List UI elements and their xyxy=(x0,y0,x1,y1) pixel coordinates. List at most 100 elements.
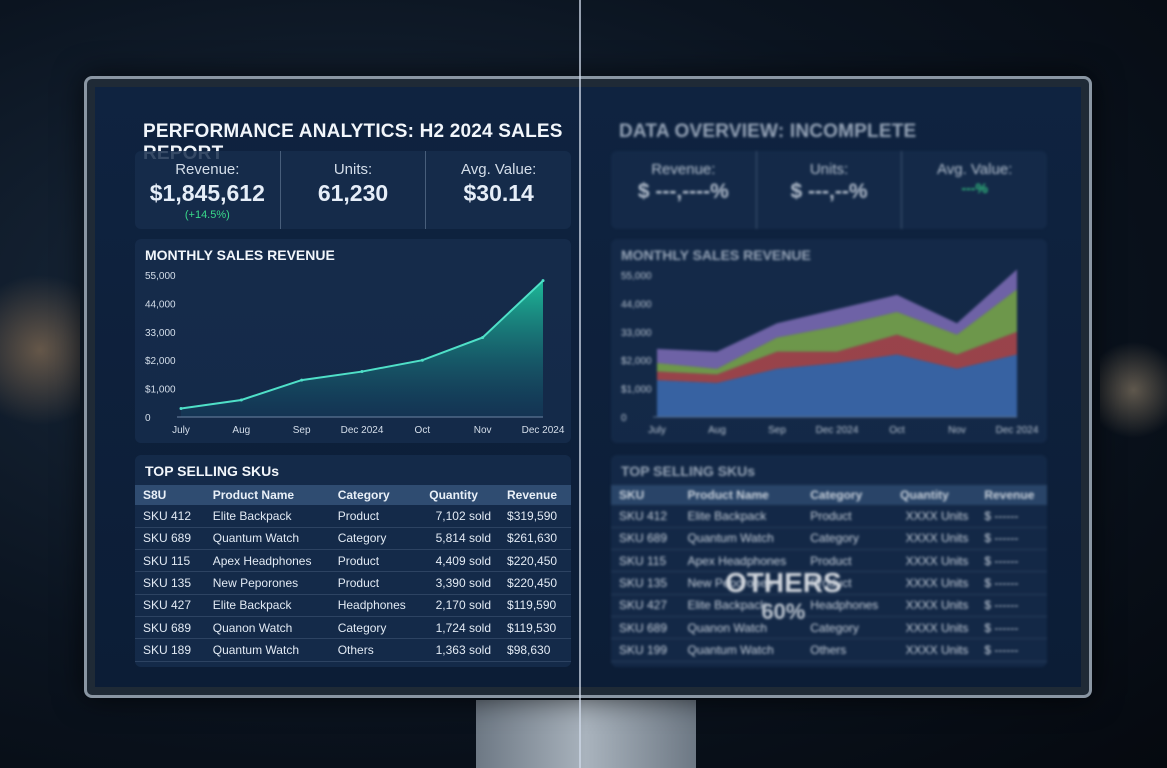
kpi-avg-value: Avg. Value: $30.14 xyxy=(426,151,571,229)
y-tick-label: $2,000 xyxy=(145,356,176,367)
x-tick-label: Aug xyxy=(708,425,726,436)
table-cell: Product xyxy=(802,571,893,595)
revenue-chart-card: MONTHLY SALES REVENUE 0 $1,000 $2,000 33,00… xyxy=(135,239,571,443)
table-row[interactable]: SKU 689 Quantum Watch Category 5,814 sold $2… xyxy=(135,527,571,551)
table-cell: SKU 427 xyxy=(135,594,205,617)
table-row[interactable]: SKU 689 Quanon Watch Category XXXX Units $ -… xyxy=(611,616,1047,640)
y-tick-label: $1,000 xyxy=(621,385,652,396)
sku-table: S8U Product Name Category Quantity Revenue S… xyxy=(135,485,571,662)
table-cell: $ ------ xyxy=(976,527,1047,551)
table-cell: $220,450 xyxy=(499,571,571,595)
kpi-label: Units: xyxy=(809,161,849,178)
table-cell: Others xyxy=(329,638,422,662)
table-cell: $ ------ xyxy=(976,594,1047,617)
series-area-3 xyxy=(657,269,1017,369)
table-cell: 7,102 sold xyxy=(421,505,500,528)
table-row[interactable]: SKU 412 Elite Backpack Product 7,102 sold $3… xyxy=(135,505,571,528)
table-cell: Category xyxy=(329,527,422,551)
table-cell: SKU 189 xyxy=(135,638,205,662)
table-cell: SKU 427 xyxy=(611,594,680,617)
table-cell: SKU 115 xyxy=(135,549,205,573)
overlay-label: OTHERS xyxy=(725,567,842,598)
table-cell: Elite Backpack xyxy=(679,594,803,617)
table-cell: Product xyxy=(329,549,422,573)
table-row[interactable]: SKU 427 Elite Backpack Headphones XXXX Unit… xyxy=(611,594,1047,617)
y-tick-label: 0 xyxy=(621,413,627,424)
kpi-units: Units: $ ---,--% xyxy=(757,151,903,229)
table-row[interactable]: SKU 427 Elite Backpack Headphones 2,170 sol… xyxy=(135,594,571,617)
table-cell: $98,630 xyxy=(499,638,571,662)
table-cell: $319,590 xyxy=(499,505,571,528)
kpi-label: Avg. Value: xyxy=(461,161,537,178)
data-point xyxy=(360,370,364,374)
table-cell: $ ------ xyxy=(976,638,1047,662)
table-row[interactable]: SKU 689 Quanon Watch Category 1,724 sold $11… xyxy=(135,616,571,640)
table-cell: Others xyxy=(802,638,893,662)
data-point xyxy=(300,378,304,382)
table-row[interactable]: SKU 135 New Peporones Product XXXX Units $ -… xyxy=(611,571,1047,595)
background-light xyxy=(0,250,80,450)
x-tick-label: Nov xyxy=(948,425,966,436)
table-cell: 4,409 sold xyxy=(421,549,500,573)
table-cell: SKU 689 xyxy=(135,527,205,551)
kpi-revenue: Revenue: $ ---,----% xyxy=(611,151,757,229)
table-row[interactable]: SKU 412 Elite Backpack Product XXXX Units $ … xyxy=(611,505,1047,528)
column-header: Revenue xyxy=(976,485,1047,505)
column-header: Product Name xyxy=(679,485,803,505)
y-tick-label: 55,000 xyxy=(145,271,176,282)
table-row[interactable]: SKU 199 Quantum Watch Others XXXX Units $ --… xyxy=(611,638,1047,662)
table-cell: Elite Backpack xyxy=(679,505,803,528)
x-tick-label: Dec 2024 xyxy=(996,425,1039,436)
table-row[interactable]: SKU 135 New Peporones Product 3,390 sold $22… xyxy=(135,571,571,595)
incomplete-dashboard: DATA OVERVIEW: INCOMPLETE Revenue: $ ---… xyxy=(595,87,1065,687)
table-cell: Product xyxy=(329,571,422,595)
chart-title: MONTHLY SALES REVENUE xyxy=(145,247,335,263)
revenue-chart-card: MONTHLY SALES REVENUE 0 $1,000 $2,000 33,00… xyxy=(611,239,1047,443)
kpi-label: Avg. Value: xyxy=(937,161,1013,178)
table-cell: Quantum Watch xyxy=(204,638,330,662)
table-cell: XXXX Units xyxy=(892,571,977,595)
revenue-stacked-area-chart: 0 $1,000 $2,000 33,000 44,000 55,000 July Aug Se… xyxy=(621,269,1039,436)
monitor: PERFORMANCE ANALYTICS: H2 2024 SALES REP… xyxy=(84,76,1092,698)
x-tick-label: Aug xyxy=(232,425,250,436)
kpi-label: Revenue: xyxy=(651,161,716,178)
kpi-card: Revenue: $1,845,612 (+14.5%) Units: 61,2… xyxy=(135,151,571,229)
revenue-line-chart: 0 $1,000 $2,000 33,000 44,000 55,000 July Aug Se… xyxy=(145,271,565,436)
table-row[interactable]: SKU 689 Quantum Watch Category XXXX Units $ … xyxy=(611,527,1047,551)
table-cell: Quanon Watch xyxy=(679,616,803,640)
y-tick-label: 44,000 xyxy=(621,299,652,310)
table-cell: XXXX Units xyxy=(892,505,977,528)
table-row[interactable]: SKU 115 Apex Headphones Product XXXX Units $… xyxy=(611,549,1047,573)
y-tick-label: 0 xyxy=(145,413,151,424)
kpi-avg-value: Avg. Value: ---% xyxy=(902,151,1047,229)
table-cell: XXXX Units xyxy=(892,594,977,617)
table-row[interactable]: SKU 115 Apex Headphones Product 4,409 sold $… xyxy=(135,549,571,573)
kpi-value: ---% xyxy=(961,180,988,196)
y-tick-label: 44,000 xyxy=(145,299,176,310)
x-tick-label: Sep xyxy=(293,425,311,436)
overlay-value: 60% xyxy=(761,599,806,624)
kpi-value: 61,230 xyxy=(317,180,389,206)
table-cell: Product xyxy=(802,549,893,573)
table-cell: $119,530 xyxy=(499,616,571,640)
y-tick-label: $2,000 xyxy=(621,356,652,367)
table-row[interactable]: SKU 189 Quantum Watch Others 1,363 sold $98,… xyxy=(135,638,571,662)
table-cell: Quantum Watch xyxy=(679,527,803,551)
table-cell: $261,630 xyxy=(499,527,571,551)
table-cell: SKU 115 xyxy=(611,549,680,573)
table-cell: XXXX Units xyxy=(892,549,977,573)
column-header: Quantity xyxy=(421,485,500,505)
table-cell: SKU 689 xyxy=(135,616,205,640)
table-cell: 1,724 sold xyxy=(421,616,500,640)
kpi-delta: (+14.5%) xyxy=(184,209,230,221)
table-cell: $ ------ xyxy=(976,616,1047,640)
table-cell: Product xyxy=(329,505,422,528)
column-header: Product Name xyxy=(204,485,330,505)
table-cell: 3,390 sold xyxy=(421,571,500,595)
table-cell: Category xyxy=(802,527,893,551)
table-cell: SKU 689 xyxy=(611,527,680,551)
x-tick-label: Nov xyxy=(474,425,492,436)
table-cell: 2,170 sold xyxy=(421,594,500,617)
table-cell: SKU 689 xyxy=(611,616,680,640)
table-header-row: SKU Product Name Category Quantity Revenue xyxy=(611,485,1047,505)
